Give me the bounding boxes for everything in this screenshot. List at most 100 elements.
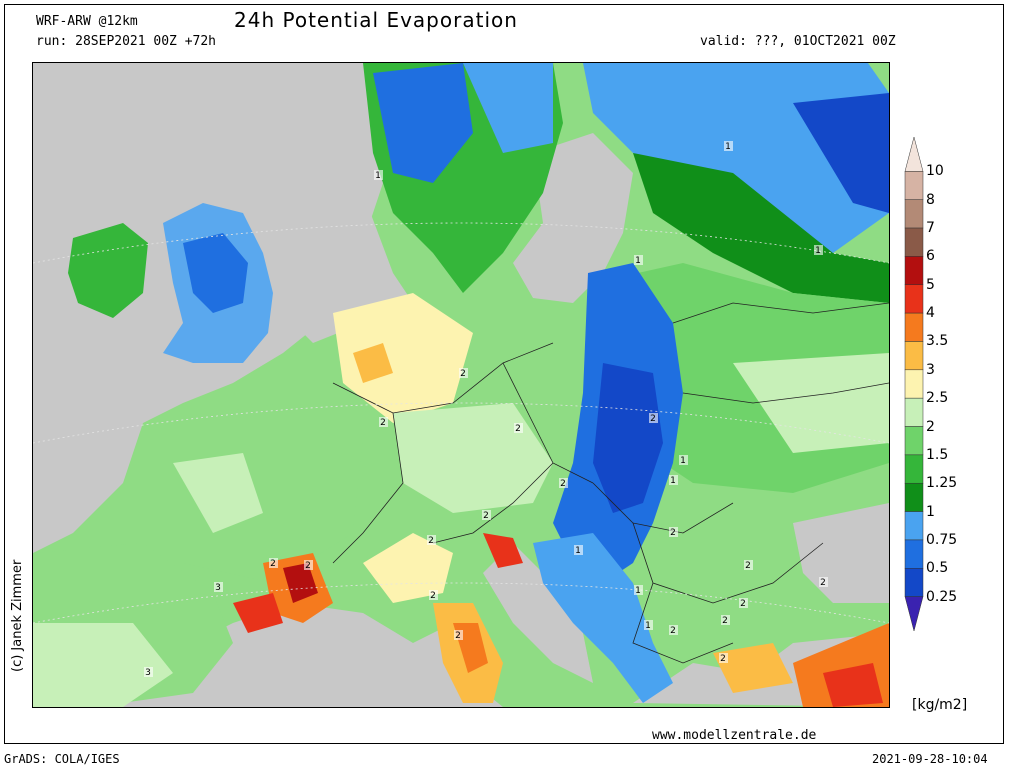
contour-label-bg xyxy=(744,560,753,570)
colorbar-tick-label: 4 xyxy=(926,305,935,322)
colorbar-swatch xyxy=(904,369,924,399)
contour-label-bg xyxy=(721,615,730,625)
contour-label-bg xyxy=(634,585,643,595)
colorbar-unit: [kg/m2] xyxy=(912,697,968,713)
contour-label-bg xyxy=(719,653,728,663)
contour-label: 2 xyxy=(670,528,676,538)
country-borders xyxy=(332,302,889,664)
riviera-hot-patch xyxy=(233,593,283,633)
graticule xyxy=(33,222,889,624)
colorbar-swatch xyxy=(904,284,924,314)
colorbar-swatch xyxy=(904,397,924,427)
colorbar-swatch xyxy=(904,136,924,172)
colorbar-tick-label: 7 xyxy=(926,220,935,237)
contour-label: 2 xyxy=(740,599,746,609)
contour-label: 2 xyxy=(560,479,566,489)
adriatic-sea xyxy=(483,543,593,683)
contour-label: 2 xyxy=(515,424,521,434)
contour-label-bg xyxy=(379,417,388,427)
contour-label: 2 xyxy=(460,369,466,379)
contour-label: 2 xyxy=(380,418,386,428)
colorbar-tick-label: 0.75 xyxy=(926,531,958,548)
timestamp-label: 2021-09-28-10:04 xyxy=(872,752,988,766)
italy-north-dry xyxy=(363,533,453,603)
contour-label-bg xyxy=(482,510,491,520)
colorbar-swatch xyxy=(904,256,924,286)
contour-label: 2 xyxy=(670,626,676,636)
contour-label: 1 xyxy=(670,476,676,486)
contour-label: 3 xyxy=(215,583,221,593)
software-credit: GrADS: COLA/IGES xyxy=(4,752,120,766)
website-label: www.modellzentrale.de xyxy=(652,728,817,743)
contour-label: 2 xyxy=(455,631,461,641)
contour-label: 1 xyxy=(645,621,651,631)
contour-label-bg xyxy=(459,368,468,378)
model-label: WRF-ARW @12km xyxy=(36,14,138,29)
contour-label-bg xyxy=(214,582,223,592)
colorbar-tick-label: 2.5 xyxy=(926,390,949,407)
colorbar-tick-label: 10 xyxy=(926,163,944,180)
contour-label: 1 xyxy=(635,256,641,266)
contour-label-bg xyxy=(454,630,463,640)
contour-label: 2 xyxy=(650,414,656,424)
contour-label-bg xyxy=(814,245,823,255)
contour-label-bg xyxy=(269,558,278,568)
contour-label-bg xyxy=(427,535,436,545)
balkan-low-area xyxy=(533,533,673,703)
colorbar-tick-label: 2 xyxy=(926,418,935,435)
colorbar-swatch xyxy=(904,511,924,541)
colorbar-swatch xyxy=(904,227,924,257)
colorbar-tick-label: 1.5 xyxy=(926,446,949,463)
turkey-hottest xyxy=(823,663,883,707)
colorbar-tick-label: 0.25 xyxy=(926,588,958,605)
colorbar-swatch xyxy=(904,426,924,456)
contour-label-bg xyxy=(739,598,748,608)
croatia-hot-patch xyxy=(483,533,523,568)
colorbar-swatch xyxy=(904,482,924,512)
ukraine-dry-area xyxy=(733,353,889,453)
benelux-warm-patch xyxy=(353,343,393,383)
norway-low-area xyxy=(373,63,473,183)
colorbar-tick-label: 5 xyxy=(926,276,935,293)
contour-label: 3 xyxy=(145,668,151,678)
contour-label: 1 xyxy=(680,456,686,466)
ireland xyxy=(68,223,148,318)
colorbar-swatch xyxy=(904,341,924,371)
contour-label: 2 xyxy=(483,511,489,521)
contour-label-bg xyxy=(679,455,688,465)
contour-label-bg xyxy=(144,667,153,677)
contour-label: 2 xyxy=(428,536,434,546)
chart-title: 24h Potential Evaporation xyxy=(234,8,518,32)
colorbar-swatch xyxy=(904,199,924,229)
contour-label: 1 xyxy=(815,246,821,256)
contour-label: 2 xyxy=(722,616,728,626)
colorbar-tick-label: 8 xyxy=(926,191,935,208)
sweden-low-area xyxy=(463,63,553,153)
contour-label-bg xyxy=(644,620,653,630)
contour-label: 2 xyxy=(270,559,276,569)
colorbar-tick-label: 1.25 xyxy=(926,475,958,492)
contour-label: 1 xyxy=(635,586,641,596)
colorbar-swatch xyxy=(904,539,924,569)
benelux-dry-area xyxy=(333,293,473,423)
alps-hottest xyxy=(283,563,318,603)
greece-warm-area xyxy=(713,643,793,693)
contour-label: 2 xyxy=(745,561,751,571)
contour-label: 1 xyxy=(575,546,581,556)
colorbar-swatch xyxy=(904,312,924,342)
poland-lowest xyxy=(593,363,663,513)
contour-label-bg xyxy=(634,255,643,265)
contour-label: 1 xyxy=(725,142,731,152)
contour-label-bg xyxy=(724,141,733,151)
colorbar-swatch xyxy=(904,171,924,200)
russia-green-band xyxy=(633,153,889,303)
colorbar-tick-label: 3 xyxy=(926,361,935,378)
contour-label-bg xyxy=(649,413,658,423)
contour-label-bg xyxy=(559,478,568,488)
contour-label-bg xyxy=(514,423,523,433)
valid-time-label: valid: ???, 01OCT2021 00Z xyxy=(700,34,896,49)
iberia-dry xyxy=(33,623,173,707)
